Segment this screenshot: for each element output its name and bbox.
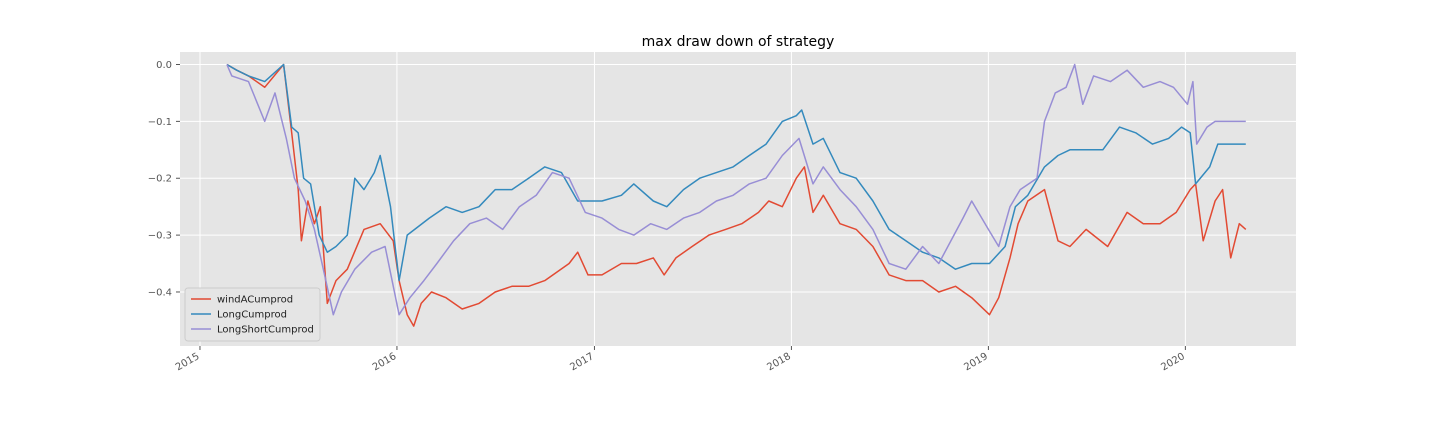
x-tick-label: 2020 bbox=[1159, 351, 1187, 373]
y-axis: 0.0 −0.1 −0.2 −0.3 −0.4 bbox=[148, 60, 180, 298]
y-tick-label: −0.4 bbox=[148, 287, 172, 298]
series-line-windACumprod bbox=[226, 63, 1247, 327]
y-tick-label: −0.3 bbox=[148, 231, 172, 242]
legend-label: windACumprod bbox=[217, 295, 293, 306]
x-tick-label: 2015 bbox=[174, 351, 202, 373]
y-tick-label: 0.0 bbox=[156, 60, 172, 71]
series-line-LongShortCumprod bbox=[226, 63, 1246, 316]
x-tick-label: 2018 bbox=[765, 351, 793, 373]
y-tick-label: −0.2 bbox=[148, 174, 172, 185]
legend-label: LongShortCumprod bbox=[217, 325, 314, 336]
series-lines bbox=[226, 63, 1247, 327]
chart-title: max draw down of strategy bbox=[642, 34, 835, 50]
x-axis: 2015 2016 2017 2018 2019 2020 bbox=[174, 346, 1187, 373]
x-tick-label: 2016 bbox=[371, 351, 399, 373]
plot-area bbox=[180, 52, 1296, 346]
legend-label: LongCumprod bbox=[217, 310, 287, 321]
y-tick-label: −0.1 bbox=[148, 117, 172, 128]
legend: windACumprod LongCumprod LongShortCumprod bbox=[184, 287, 321, 342]
series-line-LongCumprod bbox=[226, 63, 1246, 282]
legend-box bbox=[184, 287, 321, 342]
x-tick-label: 2019 bbox=[962, 351, 990, 373]
x-tick-label: 2017 bbox=[568, 351, 596, 373]
